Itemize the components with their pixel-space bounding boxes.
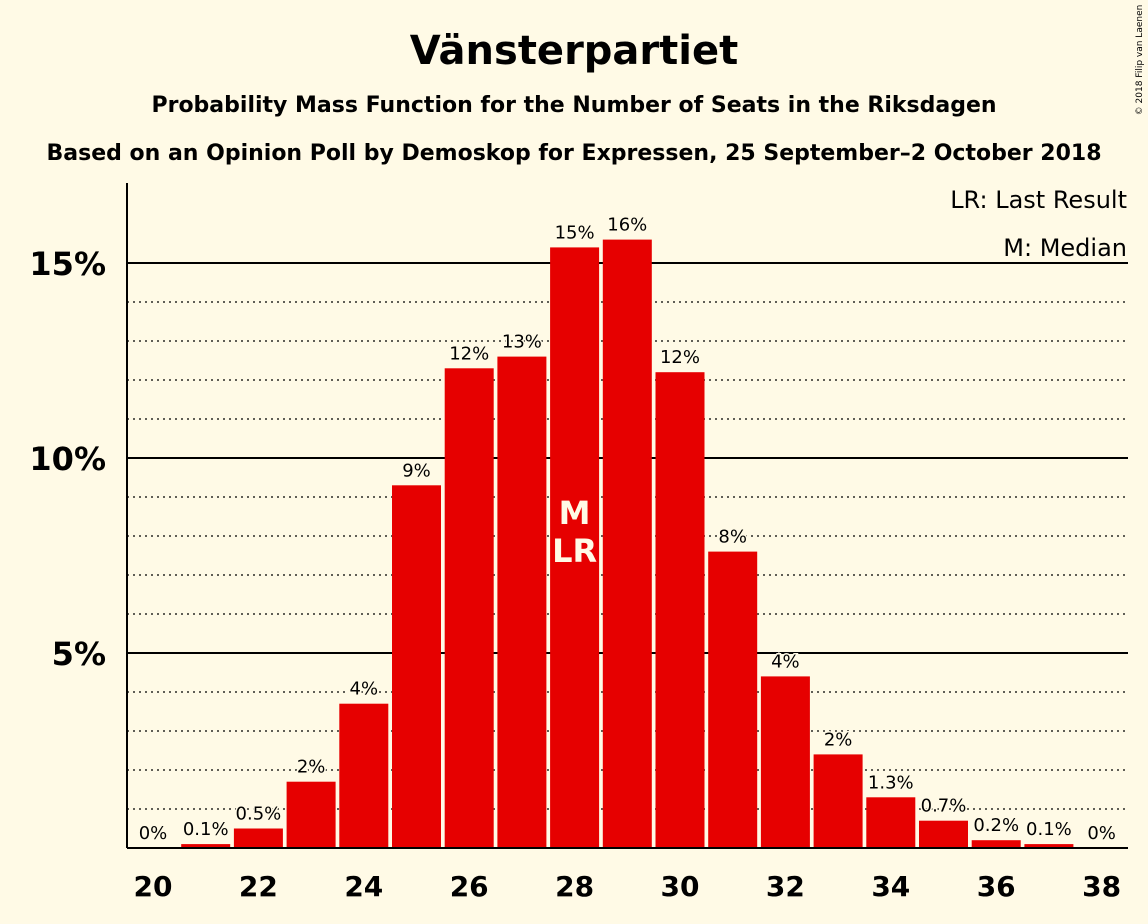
- gridlines: [127, 262, 1128, 810]
- bar-seat-25: [392, 485, 441, 848]
- data-label-seat-33: 2%: [824, 729, 853, 750]
- bar-data-labels: 0% 0.1% 0.5% 2% 4% 9% 12% 13% 15% 16% 12% 8% 4% 2% 1.3…: [137, 213, 1117, 845]
- x-tick-label: 32: [766, 870, 805, 903]
- data-label-seat-24: 4%: [350, 679, 379, 700]
- data-label-seat-37: 0.1%: [1026, 819, 1072, 840]
- legend-median: M: Median: [1003, 234, 1127, 262]
- bar-seat-34: [866, 797, 916, 848]
- data-label-seat-21: 0.1%: [183, 819, 229, 840]
- data-label-seat-20: 0%: [139, 823, 168, 844]
- data-label-seat-35: 0.7%: [921, 796, 967, 817]
- x-tick-label: 24: [344, 870, 383, 903]
- y-tick-label: 15%: [29, 245, 106, 283]
- bars: [181, 239, 1074, 849]
- chart-subtitle-poll: Based on an Opinion Poll by Demoskop for…: [46, 141, 1101, 166]
- bar-seat-31: [708, 551, 758, 848]
- data-label-seat-32: 4%: [771, 651, 800, 672]
- chart-title: Vänsterpartiet: [410, 28, 738, 74]
- y-tick-label: 10%: [29, 440, 106, 478]
- bar-seat-28: [550, 247, 600, 848]
- bar-seat-35: [919, 820, 968, 848]
- x-tick-label: 22: [239, 870, 278, 903]
- data-label-seat-22: 0.5%: [236, 804, 282, 825]
- bar-seat-22: [233, 828, 283, 848]
- data-label-seat-34: 1.3%: [868, 772, 914, 793]
- data-label-seat-23: 2%: [297, 757, 326, 778]
- bar-seat-37: [1024, 844, 1074, 848]
- bar-seat-36: [971, 840, 1021, 848]
- axes: [126, 183, 1128, 849]
- x-tick-label: 36: [977, 870, 1016, 903]
- legend-last-result: LR: Last Result: [950, 186, 1127, 214]
- data-label-seat-29: 16%: [607, 215, 647, 236]
- bar-seat-27: [497, 356, 547, 848]
- bar-seat-29: [602, 239, 652, 849]
- marker-lr: LR: [552, 532, 597, 570]
- data-label-seat-30: 12%: [660, 347, 700, 368]
- y-axis-ticks: 5% 10% 15%: [29, 245, 106, 673]
- x-axis-ticks: 20 22 24 26 28 30 32 34 36 38: [134, 870, 1122, 903]
- bar-seat-33: [813, 754, 863, 848]
- data-label-seat-26: 12%: [449, 343, 489, 364]
- data-label-seat-27: 13%: [502, 332, 542, 353]
- y-tick-label: 5%: [52, 635, 106, 673]
- median-last-result-marker: MLR: [552, 494, 597, 570]
- bar-seat-23: [286, 781, 336, 848]
- x-tick-label: 20: [134, 870, 173, 903]
- bar-seat-32: [760, 676, 810, 848]
- data-label-seat-36: 0.2%: [973, 815, 1019, 836]
- x-tick-label: 26: [450, 870, 489, 903]
- marker-m: M: [559, 494, 591, 532]
- chart-subtitle: Probability Mass Function for the Number…: [151, 93, 996, 118]
- x-tick-label: 28: [555, 870, 594, 903]
- x-tick-label: 38: [1082, 870, 1121, 903]
- x-tick-label: 34: [871, 870, 910, 903]
- data-label-seat-31: 8%: [718, 527, 747, 548]
- bar-seat-26: [444, 368, 494, 848]
- data-label-seat-28: 15%: [555, 222, 595, 243]
- bar-seat-24: [339, 703, 389, 848]
- bar-seat-21: [181, 844, 231, 848]
- x-tick-label: 30: [661, 870, 700, 903]
- data-label-seat-38: 0%: [1087, 823, 1116, 844]
- copyright-notice: © 2018 Filip van Laenen: [1135, 5, 1145, 116]
- bar-seat-30: [655, 372, 705, 848]
- data-label-seat-25: 9%: [402, 460, 431, 481]
- legend: LR: Last Result M: Median: [948, 184, 1129, 264]
